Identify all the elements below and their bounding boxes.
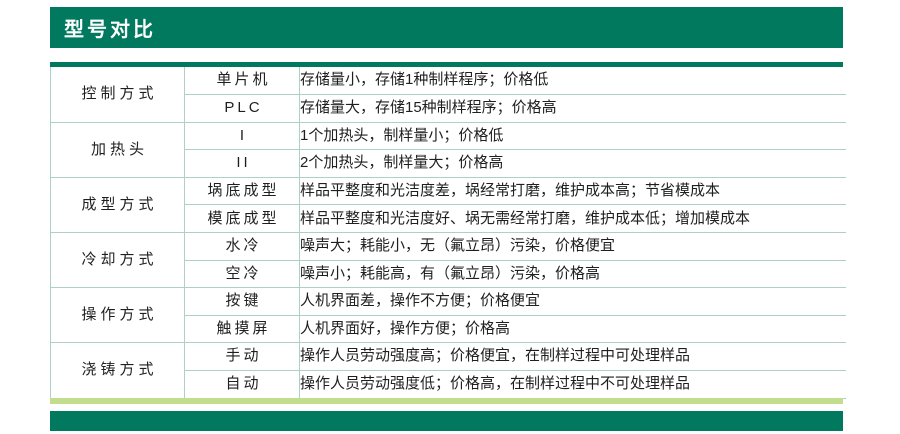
- table-row: 模底成型 样品平整度和光洁度好、埚无需经常打磨，维护成本低；增加模成本: [51, 204, 846, 234]
- table-row: 自动 操作人员劳动强度低；价格高，在制样过程中不可处理样品: [51, 370, 846, 399]
- category-cell: 冷却方式: [50, 232, 185, 289]
- desc-cell: 噪声大；耗能小，无（氟立昂）污染，价格便宜: [299, 232, 846, 261]
- category-cell: 浇铸方式: [50, 342, 185, 399]
- type-cell: II: [184, 149, 300, 178]
- desc-cell: 2个加热头，制样量大；价格高: [299, 149, 846, 178]
- table-row: 浇铸方式 手动 操作人员劳动强度高；价格便宜，在制样过程中可处理样品: [50, 342, 846, 399]
- desc-cell: 操作人员劳动强度高；价格便宜，在制样过程中可处理样品: [299, 342, 846, 372]
- table-row: 操作方式 按键 人机界面差，操作不方便；价格便宜: [50, 287, 846, 344]
- type-cell: 空冷: [184, 260, 300, 289]
- desc-cell: 人机界面好，操作方便；价格高: [299, 315, 846, 344]
- table-row: 控制方式 单片机 存储量小，存储1种制样程序；价格低: [50, 67, 846, 123]
- type-cell: 单片机: [184, 67, 300, 96]
- type-cell: 水冷: [184, 232, 300, 261]
- comparison-table-wrap: 控制方式 单片机 存储量小，存储1种制样程序；价格低 PLC 存储量大，存储15种制样程…: [50, 62, 846, 399]
- table-row: 成型方式 埚底成型 样品平整度和光洁度差，埚经常打磨，维护成本高；节省模成本: [50, 177, 846, 234]
- footer-accent-bar: [50, 398, 843, 404]
- footer-bar: [50, 411, 843, 431]
- table-row: II 2个加热头，制样量大；价格高: [51, 149, 846, 178]
- category-cell: 加热头: [50, 122, 185, 178]
- type-cell: 手动: [184, 342, 300, 372]
- type-cell: 模底成型: [184, 204, 300, 234]
- category-cell: 成型方式: [50, 177, 185, 234]
- desc-cell: 存储量小，存储1种制样程序；价格低: [299, 67, 846, 96]
- desc-cell: 操作人员劳动强度低；价格高，在制样过程中不可处理样品: [299, 370, 846, 399]
- type-cell: 埚底成型: [184, 177, 300, 206]
- desc-cell: 样品平整度和光洁度差，埚经常打磨，维护成本高；节省模成本: [299, 177, 846, 206]
- table-row: 空冷 噪声小；耗能高，有（氟立昂）污染，价格高: [51, 260, 846, 289]
- type-cell: PLC: [184, 94, 300, 123]
- type-cell: 按键: [184, 287, 300, 316]
- header-bar: 型号对比: [50, 7, 843, 48]
- comparison-table: 控制方式 单片机 存储量小，存储1种制样程序；价格低 PLC 存储量大，存储15种制样程…: [50, 67, 846, 399]
- page-title: 型号对比: [64, 19, 156, 41]
- comparison-table-body: 控制方式 单片机 存储量小，存储1种制样程序；价格低 PLC 存储量大，存储15种制样程…: [50, 67, 846, 399]
- desc-cell: 人机界面差，操作不方便；价格便宜: [299, 287, 846, 316]
- desc-cell: 噪声小；耗能高，有（氟立昂）污染，价格高: [299, 260, 846, 289]
- table-top-rule: [50, 62, 843, 67]
- type-cell: 自动: [184, 370, 300, 399]
- table-row: 冷却方式 水冷 噪声大；耗能小，无（氟立昂）污染，价格便宜: [50, 232, 846, 289]
- desc-cell: 存储量大，存储15种制样程序；价格高: [299, 94, 846, 123]
- table-row: 加热头 I 1个加热头，制样量小；价格低: [50, 122, 846, 178]
- table-row: 触摸屏 人机界面好，操作方便；价格高: [51, 315, 846, 344]
- type-cell: I: [184, 122, 300, 151]
- category-cell: 控制方式: [50, 67, 185, 123]
- desc-cell: 1个加热头，制样量小；价格低: [299, 122, 846, 151]
- category-cell: 操作方式: [50, 287, 185, 344]
- desc-cell: 样品平整度和光洁度好、埚无需经常打磨，维护成本低；增加模成本: [299, 204, 846, 234]
- table-row: PLC 存储量大，存储15种制样程序；价格高: [51, 94, 846, 123]
- type-cell: 触摸屏: [184, 315, 300, 344]
